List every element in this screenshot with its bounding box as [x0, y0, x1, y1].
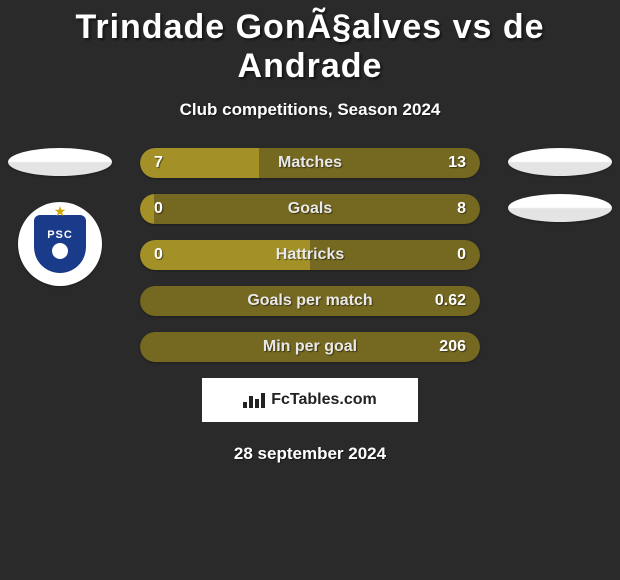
stat-value-right: 0 [457, 246, 466, 264]
player-left-placeholder [8, 148, 112, 176]
stat-row: 0 8 Goals [140, 194, 480, 224]
stat-row: 206 Min per goal [140, 332, 480, 362]
comparison-subtitle: Club competitions, Season 2024 [0, 100, 620, 120]
stat-label: Min per goal [263, 338, 357, 356]
stat-label: Goals [288, 200, 332, 218]
stat-label: Goals per match [247, 292, 372, 310]
date-text: 28 september 2024 [0, 444, 620, 464]
content-area: ★ PSC 7 13 Matches 0 8 Goals 0 0 Hattricks 0.62 Go… [0, 148, 620, 464]
ball-icon [52, 243, 68, 259]
stat-row: 7 13 Matches [140, 148, 480, 178]
stat-value-left: 0 [154, 246, 163, 264]
stat-row: 0.62 Goals per match [140, 286, 480, 316]
club-badge-left: ★ PSC [18, 202, 102, 286]
chart-icon [243, 393, 265, 408]
stat-row: 0 0 Hattricks [140, 240, 480, 270]
brand-footer: FcTables.com [202, 378, 418, 422]
stat-label: Hattricks [276, 246, 344, 264]
star-icon: ★ [54, 203, 67, 220]
right-badges [508, 148, 612, 240]
left-badges: ★ PSC [8, 148, 112, 286]
stat-bars: 7 13 Matches 0 8 Goals 0 0 Hattricks 0.62 Goals pe… [140, 148, 480, 362]
club-abbr: PSC [47, 230, 73, 241]
stat-value-right: 206 [439, 338, 466, 356]
stat-value-right: 0.62 [435, 292, 466, 310]
stat-value-left: 7 [154, 154, 163, 172]
stat-value-left: 0 [154, 200, 163, 218]
player-right-placeholder [508, 148, 612, 176]
stat-value-right: 8 [457, 200, 466, 218]
brand-text: FcTables.com [271, 391, 377, 409]
stat-value-right: 13 [448, 154, 466, 172]
club-shield: ★ PSC [34, 215, 86, 273]
stat-label: Matches [278, 154, 342, 172]
stat-bar-left [140, 194, 154, 224]
comparison-title: Trindade GonÃ§alves vs de Andrade [0, 0, 620, 86]
club-right-placeholder [508, 194, 612, 222]
